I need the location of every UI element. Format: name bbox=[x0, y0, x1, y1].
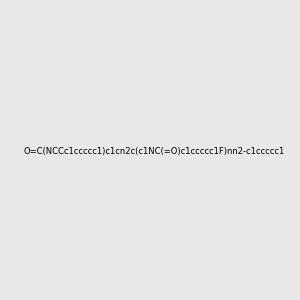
Text: O=C(NCCc1ccccc1)c1cn2c(c1NC(=O)c1ccccc1F)nn2-c1ccccc1: O=C(NCCc1ccccc1)c1cn2c(c1NC(=O)c1ccccc1F… bbox=[23, 147, 284, 156]
